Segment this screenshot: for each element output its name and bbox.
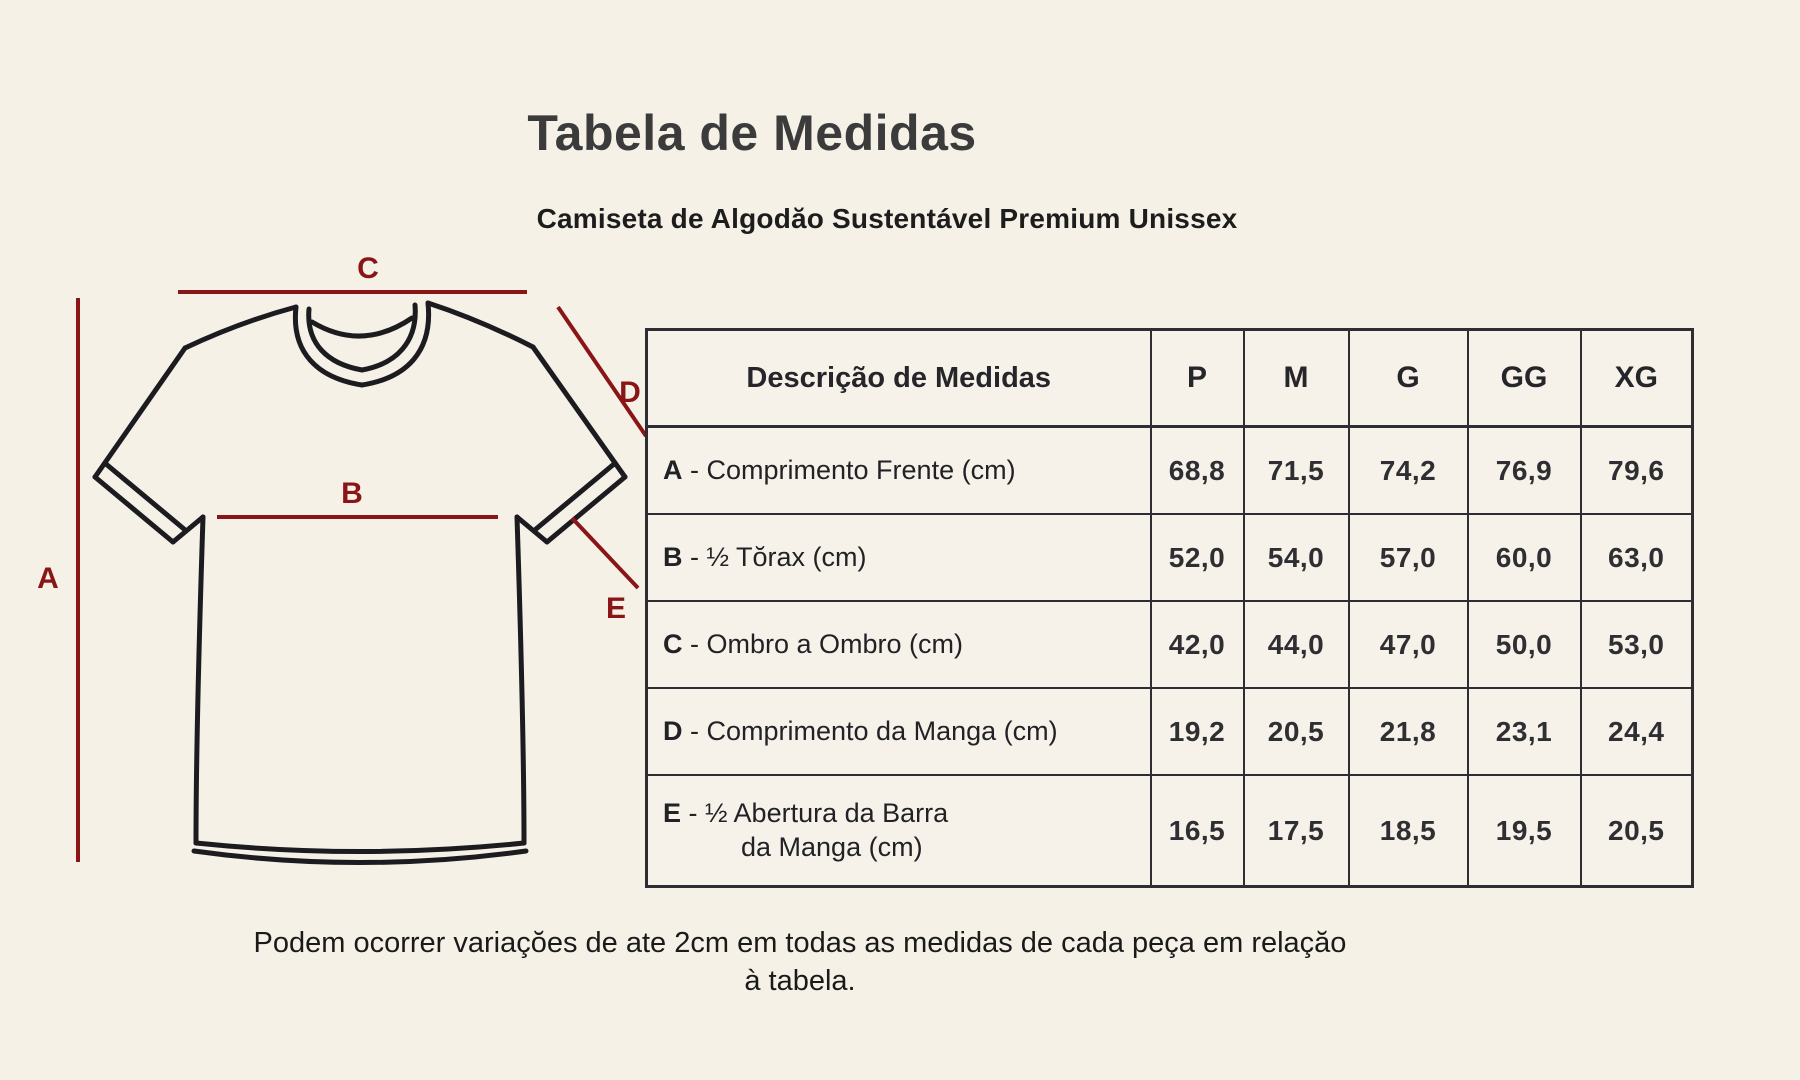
measure-letter-d: D	[663, 715, 683, 746]
footnote-line2: à tabela.	[744, 965, 856, 998]
right-underarm-seam	[514, 514, 550, 545]
value-e-xg: 20,5	[1579, 774, 1694, 888]
value-d-m: 20,5	[1242, 687, 1350, 776]
column-header-size-xg: XG	[1579, 328, 1694, 428]
left-side-seam	[193, 514, 206, 846]
separator: -	[682, 541, 707, 572]
left-sleeve-edge	[92, 345, 188, 480]
footnote-line1: Podem ocorrer variaçŏes de ate 2cm em to…	[253, 927, 1347, 959]
measure-text-a: Comprimento Frente (cm)	[706, 454, 1016, 485]
column-header-size-p: P	[1149, 328, 1245, 428]
collar-outer-line	[292, 300, 432, 388]
value-a-xg: 79,6	[1579, 425, 1694, 515]
value-e-m: 17,5	[1242, 774, 1350, 888]
product-subtitle: Camiseta de Algodăo Sustentável Premium …	[536, 203, 1238, 234]
measure-text-d: Comprimento da Manga (cm)	[706, 715, 1058, 746]
measure-label-b: B	[341, 477, 363, 510]
measure-text-e: ½ Abertura da Barra	[705, 797, 949, 828]
hem-seam-line	[193, 840, 527, 854]
measure-label-d: D	[619, 376, 641, 409]
value-b-gg: 60,0	[1466, 513, 1582, 602]
column-header-description: Descrição de Medidas	[645, 328, 1152, 428]
value-e-p: 16,5	[1149, 774, 1245, 888]
size-table: Descrição de Medidas P M G GG XG A - Com…	[645, 328, 1694, 888]
table-row-b: B - ½ Tŏrax (cm) 52,0 54,0 57,0 60,0 63,…	[645, 513, 1694, 602]
tshirt-outline	[92, 300, 628, 865]
separator: -	[682, 715, 707, 746]
measure-letter-e: E	[663, 797, 682, 828]
value-a-p: 68,8	[1149, 425, 1245, 515]
value-c-m: 44,0	[1242, 600, 1350, 689]
measure-label-e: E	[606, 592, 626, 625]
right-cuff-seam	[533, 461, 617, 532]
measure-text-c: Ombro a Ombro (cm)	[706, 628, 964, 659]
measure-letter-b: B	[663, 541, 683, 572]
measure-label-a: A	[37, 562, 59, 595]
value-e-gg: 19,5	[1466, 774, 1582, 888]
separator: -	[681, 797, 706, 828]
measure-description-e: E - ½ Abertura da Barra da Manga (cm)	[645, 774, 1152, 888]
measure-letter-a: A	[663, 454, 683, 485]
value-c-gg: 50,0	[1466, 600, 1582, 689]
value-a-m: 71,5	[1242, 425, 1350, 515]
value-c-p: 42,0	[1149, 600, 1245, 689]
table-row-d: D - Comprimento da Manga (cm) 19,2 20,5 …	[645, 687, 1694, 776]
measure-text-e-line2: da Manga (cm)	[741, 831, 923, 862]
table-header-row: Descrição de Medidas P M G GG XG	[645, 328, 1694, 428]
value-b-xg: 63,0	[1579, 513, 1694, 602]
measure-description-b: B - ½ Tŏrax (cm)	[645, 513, 1152, 602]
collar-inner-line	[306, 302, 418, 373]
measure-description-d: D - Comprimento da Manga (cm)	[645, 687, 1152, 776]
table-row-a: A - Comprimento Frente (cm) 68,8 71,5 74…	[645, 425, 1694, 515]
value-b-g: 57,0	[1347, 513, 1469, 602]
value-d-g: 21,8	[1347, 687, 1469, 776]
table-row-c: C - Ombro a Ombro (cm) 42,0 44,0 47,0 50…	[645, 600, 1694, 689]
right-shoulder-line	[425, 300, 536, 350]
value-b-p: 52,0	[1149, 513, 1245, 602]
left-underarm-seam	[170, 514, 206, 545]
column-header-size-m: M	[1242, 328, 1350, 428]
measure-text-b: ½ Tŏrax (cm)	[706, 541, 867, 572]
column-header-size-gg: GG	[1466, 328, 1582, 428]
footnote: Podem ocorrer variaçŏes de ate 2cm em to…	[100, 924, 1500, 1001]
measure-text-e-line1: E - ½ Abertura da Barra	[663, 797, 1144, 831]
hem-bottom-edge	[191, 848, 529, 865]
right-side-seam	[514, 514, 527, 846]
left-cuff-edge	[92, 474, 176, 545]
value-d-p: 19,2	[1149, 687, 1245, 776]
measure-line-d	[556, 305, 648, 438]
value-d-xg: 24,4	[1579, 687, 1694, 776]
measure-label-c: C	[357, 252, 379, 285]
value-a-g: 74,2	[1347, 425, 1469, 515]
page-title: Tabela de Medidas	[527, 105, 977, 161]
measure-line-e	[570, 516, 640, 590]
left-cuff-seam	[103, 461, 187, 532]
value-b-m: 54,0	[1242, 513, 1350, 602]
right-cuff-edge	[544, 474, 628, 545]
column-header-size-g: G	[1347, 328, 1469, 428]
tshirt-diagram: A B C D E	[37, 252, 648, 865]
measure-description-a: A - Comprimento Frente (cm)	[645, 425, 1152, 515]
measure-letter-c: C	[663, 628, 683, 659]
left-shoulder-line	[182, 304, 299, 351]
value-a-gg: 76,9	[1466, 425, 1582, 515]
table-row-e: E - ½ Abertura da Barra da Manga (cm) 16…	[645, 774, 1694, 888]
separator: -	[682, 454, 707, 485]
value-c-xg: 53,0	[1579, 600, 1694, 689]
collar-front-seam-line	[309, 315, 415, 339]
right-sleeve-edge	[530, 344, 628, 480]
value-e-g: 18,5	[1347, 774, 1469, 888]
separator: -	[682, 628, 707, 659]
measure-description-c: C - Ombro a Ombro (cm)	[645, 600, 1152, 689]
value-d-gg: 23,1	[1466, 687, 1582, 776]
value-c-g: 47,0	[1347, 600, 1469, 689]
